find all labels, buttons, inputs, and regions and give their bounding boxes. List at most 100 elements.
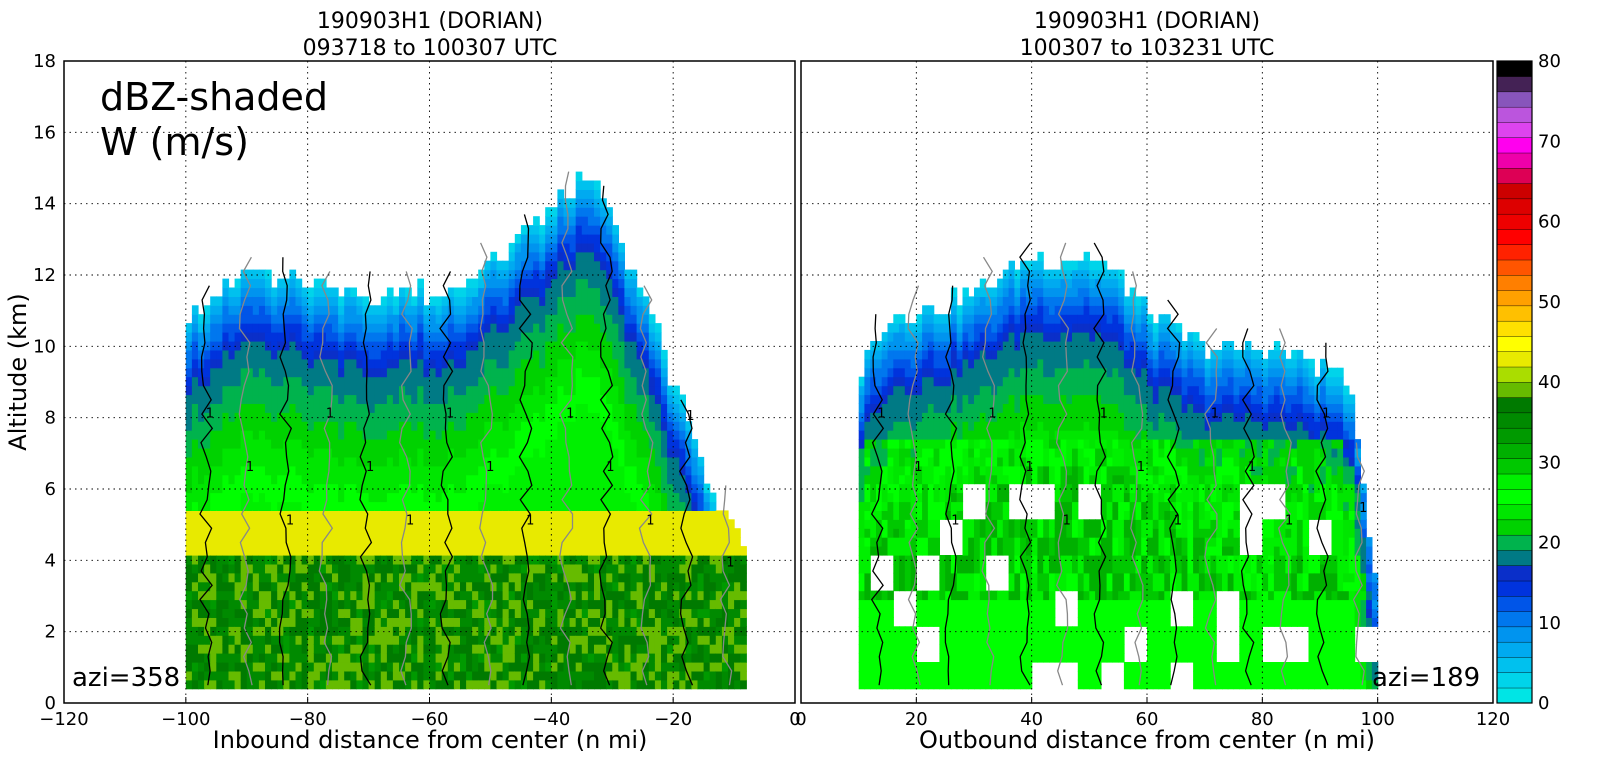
reflectivity-cell bbox=[453, 421, 461, 431]
reflectivity-cell bbox=[950, 314, 958, 324]
reflectivity-cell bbox=[332, 581, 339, 592]
reflectivity-cell bbox=[636, 287, 644, 297]
reflectivity-cell bbox=[858, 412, 866, 422]
reflectivity-cell bbox=[581, 385, 589, 396]
reflectivity-cell bbox=[612, 242, 619, 253]
reflectivity-cell bbox=[204, 385, 211, 396]
reflectivity-cell bbox=[277, 403, 284, 413]
reflectivity-cell bbox=[466, 555, 473, 565]
reflectivity-cell bbox=[939, 314, 946, 324]
reflectivity-cell bbox=[441, 670, 449, 681]
reflectivity-cell bbox=[417, 563, 424, 574]
reflectivity-cell bbox=[575, 563, 583, 574]
reflectivity-cell bbox=[648, 403, 656, 413]
reflectivity-cell bbox=[185, 332, 193, 342]
reflectivity-cell bbox=[545, 555, 552, 565]
reflectivity-cell bbox=[545, 216, 552, 226]
reflectivity-cell bbox=[289, 474, 297, 485]
reflectivity-cell bbox=[514, 430, 522, 440]
reflectivity-cell bbox=[904, 670, 912, 681]
reflectivity-cell bbox=[594, 341, 601, 351]
reflectivity-cell bbox=[332, 563, 339, 574]
reflectivity-cell bbox=[350, 510, 357, 520]
reflectivity-cell bbox=[222, 563, 230, 574]
reflectivity-cell bbox=[606, 617, 613, 627]
reflectivity-cell bbox=[228, 546, 236, 556]
reflectivity-cell bbox=[985, 670, 992, 681]
reflectivity-cell bbox=[283, 617, 290, 627]
reflectivity-cell bbox=[198, 465, 205, 476]
reflectivity-cell bbox=[539, 572, 546, 583]
reflectivity-cell bbox=[612, 662, 619, 672]
reflectivity-cell bbox=[502, 439, 510, 449]
reflectivity-cell bbox=[703, 608, 711, 618]
reflectivity-cell bbox=[968, 546, 975, 556]
reflectivity-cell bbox=[319, 456, 327, 467]
reflectivity-cell bbox=[466, 465, 473, 476]
reflectivity-cell bbox=[612, 492, 619, 503]
y-tick-label: 18 bbox=[33, 51, 56, 72]
reflectivity-cell bbox=[198, 483, 205, 494]
reflectivity-cell bbox=[277, 599, 284, 610]
reflectivity-cell bbox=[624, 448, 632, 458]
reflectivity-cell bbox=[198, 456, 205, 467]
reflectivity-cell bbox=[734, 563, 741, 574]
reflectivity-cell bbox=[496, 662, 504, 672]
reflectivity-cell bbox=[933, 376, 940, 387]
reflectivity-cell bbox=[673, 537, 680, 547]
reflectivity-cell bbox=[734, 653, 741, 663]
reflectivity-cell bbox=[858, 376, 866, 387]
reflectivity-cell bbox=[985, 546, 992, 556]
reflectivity-cell bbox=[508, 376, 516, 387]
reflectivity-cell bbox=[478, 635, 485, 645]
reflectivity-cell bbox=[490, 537, 498, 547]
reflectivity-cell bbox=[204, 510, 211, 520]
reflectivity-cell bbox=[581, 260, 589, 271]
reflectivity-cell bbox=[545, 305, 552, 315]
reflectivity-cell bbox=[904, 572, 912, 583]
reflectivity-cell bbox=[356, 662, 364, 672]
reflectivity-cell bbox=[533, 572, 540, 583]
reflectivity-cell bbox=[600, 305, 607, 315]
reflectivity-cell bbox=[979, 456, 987, 467]
reflectivity-cell bbox=[514, 581, 522, 592]
reflectivity-cell bbox=[423, 439, 431, 449]
reflectivity-cell bbox=[484, 439, 491, 449]
reflectivity-cell bbox=[876, 662, 883, 672]
reflectivity-cell bbox=[557, 341, 565, 351]
reflectivity-cell bbox=[283, 501, 290, 511]
reflectivity-cell bbox=[502, 278, 510, 289]
reflectivity-cell bbox=[405, 528, 412, 538]
reflectivity-cell bbox=[557, 216, 565, 226]
reflectivity-cell bbox=[887, 376, 894, 387]
reflectivity-cell bbox=[600, 617, 607, 627]
reflectivity-cell bbox=[246, 439, 254, 449]
reflectivity-cell bbox=[673, 644, 680, 654]
reflectivity-cell bbox=[490, 278, 498, 289]
reflectivity-cell bbox=[356, 483, 364, 494]
reflectivity-cell bbox=[216, 465, 223, 476]
reflectivity-cell bbox=[551, 501, 558, 511]
reflectivity-cell bbox=[618, 430, 625, 440]
reflectivity-cell bbox=[502, 563, 510, 574]
reflectivity-cell bbox=[642, 555, 650, 565]
reflectivity-cell bbox=[679, 555, 686, 565]
reflectivity-cell bbox=[423, 608, 431, 618]
reflectivity-cell bbox=[325, 537, 333, 547]
reflectivity-cell bbox=[350, 626, 357, 636]
reflectivity-cell bbox=[962, 546, 969, 556]
reflectivity-cell bbox=[594, 501, 601, 511]
reflectivity-cell bbox=[368, 626, 376, 636]
reflectivity-cell bbox=[417, 305, 424, 315]
reflectivity-cell bbox=[533, 581, 540, 592]
reflectivity-cell bbox=[636, 448, 644, 458]
reflectivity-cell bbox=[527, 644, 534, 654]
reflectivity-cell bbox=[350, 430, 357, 440]
reflectivity-cell bbox=[916, 385, 923, 396]
reflectivity-cell bbox=[630, 367, 638, 378]
reflectivity-cell bbox=[246, 412, 254, 422]
reflectivity-cell bbox=[423, 519, 431, 529]
reflectivity-cell bbox=[575, 171, 583, 182]
reflectivity-cell bbox=[332, 608, 339, 618]
reflectivity-cell bbox=[939, 394, 946, 404]
